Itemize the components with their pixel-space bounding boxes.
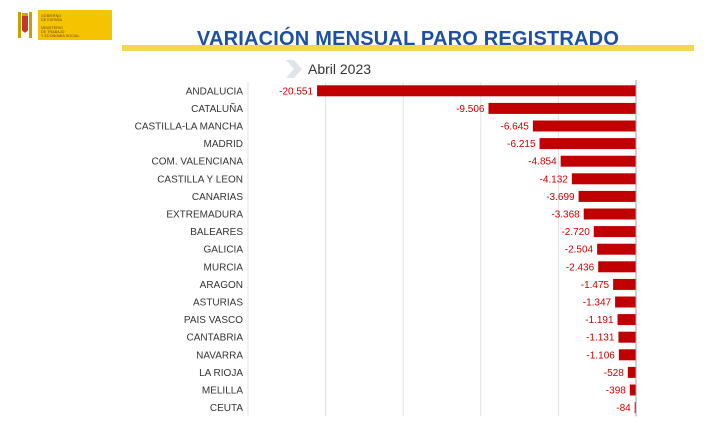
category-label: ANDALUCIA	[186, 86, 244, 97]
bar-1	[488, 102, 636, 114]
bar-18	[634, 402, 637, 414]
bar-11	[613, 278, 636, 290]
category-label: PAIS VASCO	[184, 315, 243, 326]
value-label: -3.368	[551, 210, 580, 221]
bar-13	[617, 314, 636, 326]
category-label: ARAGON	[200, 280, 243, 291]
bar-5	[571, 173, 636, 185]
category-label: CATALUÑA	[191, 102, 243, 115]
value-label: -4.854	[528, 157, 557, 168]
bar-8	[593, 226, 636, 238]
value-label: -84	[616, 403, 631, 414]
category-label: CASTILLA-LA MANCHA	[135, 122, 244, 133]
category-label: GALICIA	[204, 245, 244, 256]
category-labels: ANDALUCIA CATALUÑA CASTILLA-LA MANCHA MADRI…	[135, 86, 244, 414]
logo-ministry-text: MINISTERIO DE TRABAJO Y ECONOMÍA SOCIAL	[41, 26, 80, 38]
category-label: COM. VALENCIANA	[152, 157, 244, 168]
coat-of-arms-icon	[18, 12, 32, 38]
category-label: MURCIA	[204, 262, 244, 273]
bar-10	[598, 261, 636, 273]
category-label: CANTABRIA	[187, 333, 244, 344]
chart-subtitle: Abril 2023	[308, 61, 372, 77]
value-label: -398	[606, 386, 626, 397]
bar-14	[618, 331, 636, 343]
value-label: -6.645	[501, 122, 530, 133]
category-label: CANARIAS	[192, 192, 243, 203]
title-underline-band	[122, 45, 694, 51]
bar-3	[539, 138, 636, 150]
chart-title: VARIACIÓN MENSUAL PARO REGISTRADO	[196, 28, 620, 50]
bar-7	[583, 208, 636, 220]
value-label: -1.347	[583, 298, 612, 309]
category-label: ASTURIAS	[193, 298, 243, 309]
value-label: -4.132	[540, 174, 569, 185]
category-label: MELILLA	[202, 386, 243, 397]
value-label: -20.551	[279, 86, 313, 97]
value-label: -6.215	[507, 139, 536, 150]
bar-17	[629, 384, 636, 396]
value-label: -528	[604, 368, 624, 379]
value-label: -2.720	[561, 227, 590, 238]
value-label: -9.506	[456, 104, 485, 115]
value-label: -3.699	[546, 192, 575, 203]
category-label: MADRID	[204, 139, 243, 150]
logo-yellow-box	[38, 10, 112, 40]
value-label: -1.106	[586, 350, 615, 361]
category-label: EXTREMADURA	[166, 210, 243, 221]
value-label: -1.475	[581, 280, 610, 291]
gridlines	[247, 82, 559, 417]
bar-16	[627, 366, 636, 378]
value-label: -2.504	[565, 245, 594, 256]
bar-6	[578, 190, 636, 202]
bar-4	[560, 155, 636, 167]
bar-12	[615, 296, 636, 308]
bars	[317, 85, 637, 414]
logo-government-text: GOBIERNO DE ESPAÑA	[41, 14, 63, 22]
category-label: BALEARES	[190, 227, 243, 238]
bar-2	[532, 120, 636, 132]
value-labels: -20.551 -9.506 -6.645 -6.215 -4.854 -4.132 -3.…	[279, 86, 631, 414]
bar-15	[618, 349, 636, 361]
category-label: CEUTA	[210, 403, 243, 414]
government-logo: GOBIERNO DE ESPAÑA MINISTERIO DE TRABAJO…	[16, 10, 112, 42]
category-label: CASTILLA Y LEON	[157, 174, 243, 185]
category-label: LA RIOJA	[199, 368, 243, 379]
value-label: -2.436	[566, 262, 595, 273]
bar-9	[597, 243, 636, 255]
category-label: NAVARRA	[196, 350, 243, 361]
value-label: -1.191	[585, 315, 614, 326]
bar-0	[317, 85, 636, 97]
value-label: -1.131	[586, 333, 615, 344]
chevron-right-icon	[286, 60, 302, 78]
